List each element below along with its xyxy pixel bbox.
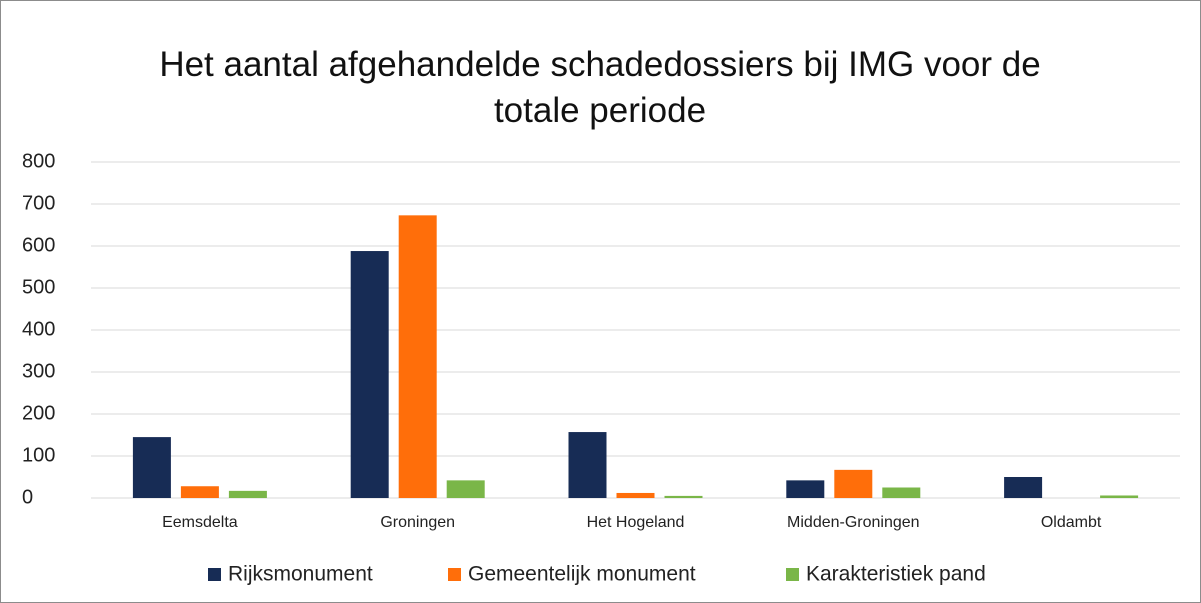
y-tick-label: 200 — [22, 402, 55, 424]
bar — [882, 487, 921, 498]
x-tick-label: Het Hogeland — [587, 514, 685, 531]
y-tick-label: 800 — [22, 150, 55, 172]
bar — [350, 251, 389, 498]
x-tick-label: Groningen — [380, 514, 455, 531]
bar — [786, 480, 825, 498]
chart-title: Het aantal afgehandelde schadedossiers b… — [159, 45, 1041, 130]
y-tick-label: 100 — [22, 444, 55, 466]
bar — [1100, 495, 1139, 498]
bar — [568, 432, 607, 498]
x-tick-label: Oldambt — [1041, 514, 1102, 531]
y-tick-label: 300 — [22, 360, 55, 382]
legend-swatch — [448, 568, 461, 581]
bar — [228, 490, 267, 498]
x-tick-label: Eemsdelta — [162, 514, 238, 531]
legend-label: Gemeentelijk monument — [468, 563, 696, 586]
y-tick-label: 400 — [22, 318, 55, 340]
y-tick-label: 0 — [22, 486, 33, 508]
legend-label: Rijksmonument — [228, 563, 373, 586]
y-tick-label: 500 — [22, 276, 55, 298]
bar — [664, 495, 703, 498]
bar — [616, 492, 655, 498]
bar — [1004, 477, 1043, 498]
y-tick-label: 700 — [22, 192, 55, 214]
y-tick-label: 600 — [22, 234, 55, 256]
legend-swatch — [208, 568, 221, 581]
bar — [834, 469, 873, 498]
bar — [398, 215, 437, 498]
x-tick-label: Midden-Groningen — [787, 514, 920, 531]
bar — [180, 486, 219, 498]
bar — [446, 480, 485, 498]
legend-label: Karakteristiek pand — [806, 563, 986, 586]
bar — [132, 437, 171, 498]
legend-swatch — [786, 568, 799, 581]
